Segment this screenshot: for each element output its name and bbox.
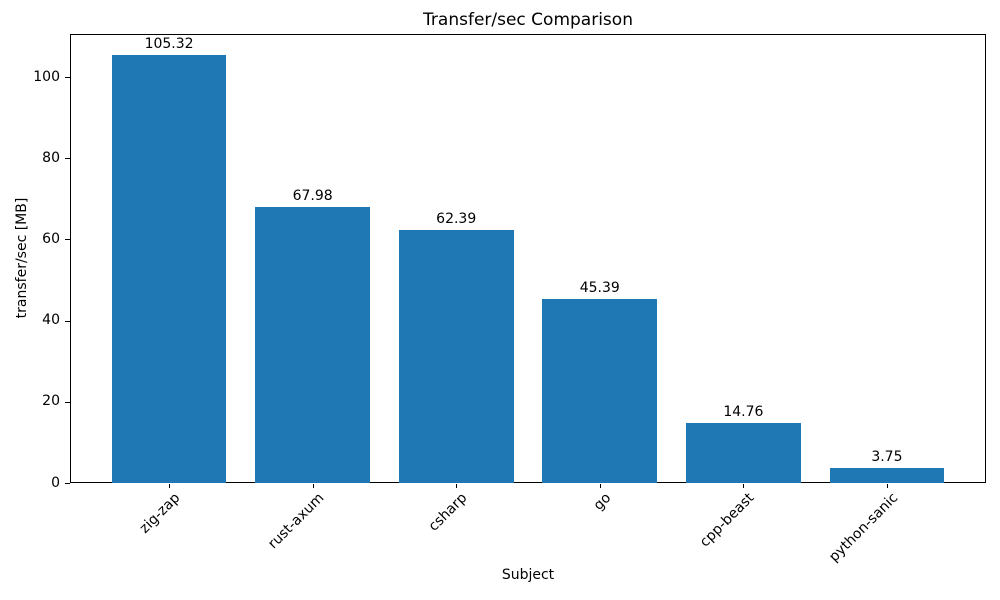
x-tick-mark	[169, 484, 171, 488]
x-tick-label-cpp-beast: cpp-beast	[697, 490, 758, 551]
y-axis-label: transfer/sec [MB]	[14, 197, 30, 319]
x-tick-mark	[599, 484, 601, 488]
y-tick-mark	[65, 483, 70, 484]
x-tick-label-go: go	[590, 490, 615, 514]
y-tick-label: 60	[42, 231, 60, 247]
y-tick-mark	[65, 402, 70, 403]
bar-cpp-beast	[685, 423, 801, 483]
y-tick-label: 40	[42, 312, 60, 328]
x-tick-mark	[456, 484, 458, 488]
y-tick-label: 0	[51, 475, 60, 491]
bar-zig-zap	[111, 55, 227, 483]
bar-go	[542, 298, 658, 483]
x-axis-label: Subject	[501, 567, 555, 583]
bar-csharp	[398, 229, 514, 483]
y-tick-mark	[65, 158, 70, 159]
bar-value-label-rust-axum: 67.98	[292, 188, 333, 204]
bar-value-label-python-sanic: 3.75	[871, 448, 903, 465]
x-tick-label-csharp: csharp	[425, 490, 471, 535]
bar-rust-axum	[255, 207, 371, 483]
x-tick-mark	[743, 484, 745, 488]
bar-value-label-zig-zap: 105.32	[144, 36, 194, 53]
bar-value-label-cpp-beast: 14.76	[723, 404, 764, 421]
x-tick-mark	[312, 484, 314, 488]
y-tick-mark	[65, 239, 70, 240]
bar-value-label-go: 45.39	[579, 279, 620, 296]
chart-title: Transfer/sec Comparison	[423, 10, 633, 30]
x-tick-label-rust-axum: rust-axum	[264, 490, 327, 553]
x-tick-label-python-sanic: python-sanic	[825, 490, 902, 566]
y-tick-mark	[65, 321, 70, 322]
bar-python-sanic	[829, 467, 945, 483]
y-tick-label: 100	[33, 69, 60, 85]
y-tick-label: 20	[42, 393, 60, 409]
y-tick-mark	[65, 77, 70, 78]
y-tick-label: 80	[42, 150, 60, 166]
x-tick-label-zig-zap: zig-zap	[136, 490, 184, 537]
x-tick-mark	[886, 484, 888, 488]
bar-value-label-csharp: 62.39	[436, 210, 477, 227]
